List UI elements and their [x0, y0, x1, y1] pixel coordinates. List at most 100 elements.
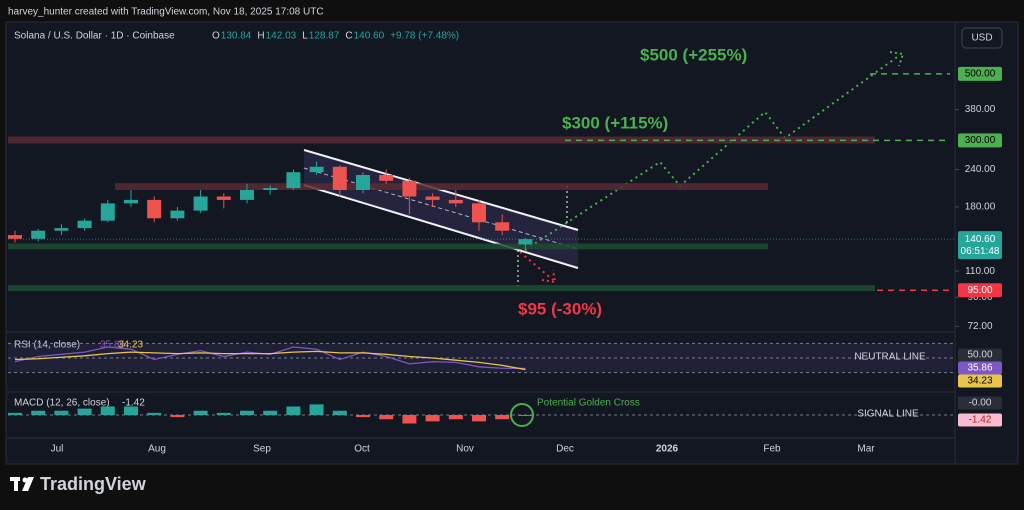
x-tick-label: Sep	[253, 444, 271, 455]
last-price-box	[958, 231, 1002, 260]
macd-bar	[356, 415, 370, 418]
credit: harvey_hunter created with TradingView.c…	[8, 7, 324, 18]
macd-bar	[448, 415, 463, 420]
x-tick-label: Jul	[51, 444, 64, 455]
readout-value: 128.87	[309, 31, 340, 42]
neutral-label: NEUTRAL LINE	[854, 352, 926, 363]
channel-lower	[303, 184, 579, 269]
candle-body	[100, 203, 115, 221]
rsi-title: RSI (14, close)	[14, 340, 80, 351]
macd-bar	[170, 415, 185, 418]
y-tick-label: 110.00	[965, 266, 995, 277]
rsi-legend-value: 35.86	[100, 340, 125, 351]
candle-body	[147, 199, 162, 219]
macd-bar	[216, 412, 231, 415]
x-tick-label: Nov	[456, 444, 474, 455]
candle-body	[193, 196, 208, 211]
zone	[8, 243, 768, 250]
countdown: 06:51:48	[961, 246, 1000, 257]
candle-body	[77, 220, 92, 229]
readout-key: C	[345, 31, 352, 42]
readout-change: +9.78 (+7.48%)	[390, 31, 459, 42]
rsi-legend-value: 34.23	[118, 340, 143, 351]
zone	[8, 285, 875, 292]
rsi-line	[14, 346, 526, 370]
y-tick-label: 72.00	[967, 321, 992, 332]
annotation: $500 (+255%)	[640, 45, 747, 64]
macd-bar	[286, 406, 301, 415]
y-tick-label: 180.00	[965, 202, 996, 213]
candle-body	[332, 166, 347, 191]
projection-arrow	[889, 51, 905, 67]
last-price-label: 140.60	[965, 234, 996, 245]
projection-path	[524, 54, 901, 251]
y-tick-label: 50.00	[967, 350, 992, 361]
candle-body	[170, 210, 185, 219]
level-label-box	[958, 66, 1002, 81]
symbol-title: Solana / U.S. Dollar · 1D · Coinbase	[14, 31, 175, 42]
macd-legend-value: -1.42	[122, 398, 145, 409]
candle-body	[379, 175, 394, 181]
macd-bar	[8, 412, 22, 415]
readout-value: 130.84	[221, 31, 252, 42]
y-tick-label: 90.00	[967, 292, 992, 303]
macd-bar	[240, 410, 254, 415]
x-tick-label: Mar	[857, 444, 875, 455]
macd-bar	[124, 406, 138, 415]
candle-body	[54, 228, 69, 231]
macd-bar	[402, 415, 417, 424]
candle-body	[518, 239, 533, 245]
x-tick-label: Aug	[148, 444, 166, 455]
readout-key: H	[257, 31, 264, 42]
level-label-box	[958, 283, 1002, 298]
candle-body	[31, 230, 46, 239]
candle-body	[240, 190, 254, 200]
annotation: $95 (-30%)	[518, 299, 602, 318]
annotation: Potential Golden Cross	[537, 398, 640, 409]
macd-bar	[309, 404, 324, 415]
readout-value: 140.60	[354, 31, 385, 42]
signal-label: SIGNAL LINE	[857, 409, 919, 420]
macd-bar	[100, 406, 115, 415]
zone	[115, 183, 768, 191]
chart-frame	[5, 21, 1019, 465]
x-tick-label: Dec	[556, 444, 574, 455]
macd-bar	[379, 415, 394, 420]
downside-arrow	[541, 269, 557, 284]
x-tick-label: Oct	[354, 444, 370, 455]
macd-bar	[263, 410, 278, 415]
candle-body	[124, 199, 138, 204]
readout-value: 142.03	[266, 31, 297, 42]
level-label: 95.00	[967, 285, 992, 296]
downside-path	[519, 251, 554, 281]
candle-body	[472, 203, 486, 223]
macd-bar	[495, 415, 510, 420]
macd-bar	[147, 412, 162, 415]
candle-body	[263, 188, 278, 191]
level-label: 500.00	[965, 68, 996, 79]
level-label: 300.00	[965, 135, 996, 146]
candle-body	[309, 166, 324, 173]
readout-key: L	[302, 31, 308, 42]
currency-button[interactable]	[961, 27, 1003, 49]
rsi-value-label: 35.86	[967, 363, 992, 374]
x-tick-label: Feb	[763, 444, 781, 455]
macd-bar	[425, 415, 440, 422]
macd-bar	[472, 415, 486, 422]
currency-label[interactable]: USD	[971, 33, 992, 44]
y-tick-label-box	[958, 348, 1002, 362]
y-tick-label: 240.00	[965, 164, 996, 175]
candle-body	[286, 172, 301, 189]
macd-bar	[332, 410, 347, 415]
brand: TradingView	[40, 474, 147, 494]
candle-body	[356, 175, 370, 191]
readout-key: O	[212, 31, 220, 42]
macd-bar	[54, 410, 69, 415]
x-tick-label: 2026	[656, 444, 679, 455]
macd-bar	[77, 408, 92, 415]
y-tick-label: 380.00	[965, 104, 996, 115]
macd-value-label: -1.42	[969, 415, 992, 426]
macd-bar	[193, 410, 208, 415]
